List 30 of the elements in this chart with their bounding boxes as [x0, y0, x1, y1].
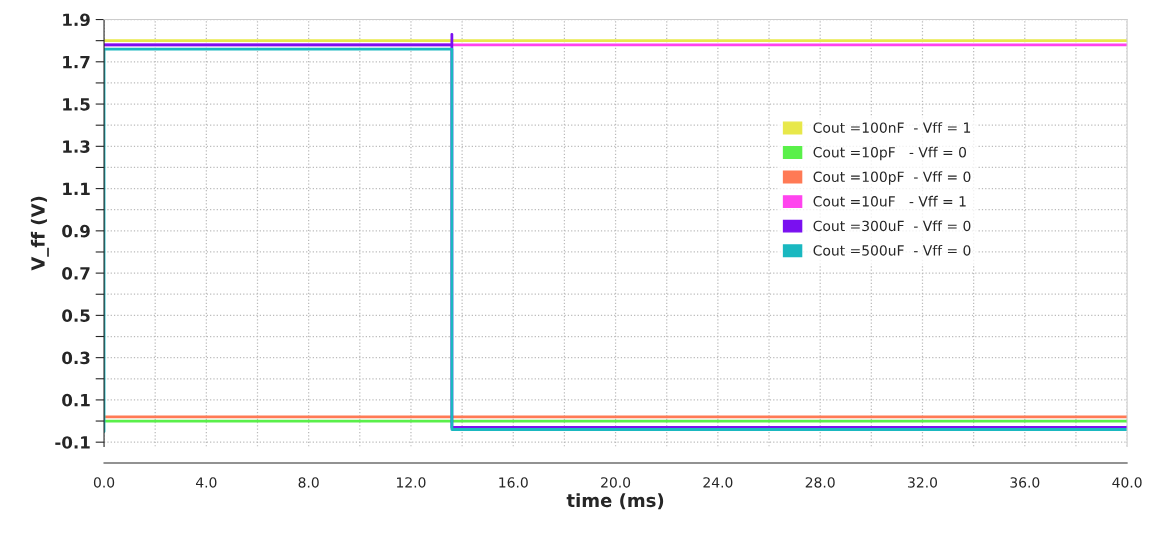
y-tick-label: -0.1 [55, 436, 90, 449]
y-tick-label: 1.9 [63, 13, 90, 27]
y-tick-label: 0.1 [62, 393, 90, 407]
y-tick-label: 1.3 [63, 140, 90, 153]
x-tick-label: 8.0 [298, 477, 319, 488]
legend-label: Cout =10pF - Vff = 0 [813, 146, 967, 161]
legend-label: Cout =100pF - Vff = 0 [813, 171, 971, 185]
y-axis-title: V_ff (V) [30, 196, 49, 271]
x-tick-label: 4.0 [195, 477, 217, 488]
y-tick-label: 1.1 [63, 182, 90, 195]
x-tick-label: 20.0 [601, 477, 631, 488]
y-tick-label: 0.3 [62, 351, 90, 365]
y-tick-label: 0.5 [62, 309, 90, 322]
x-tick-label: 12.0 [397, 477, 426, 488]
y-tick-label: 1.7 [63, 55, 90, 69]
x-tick-label: 0.0 [93, 477, 115, 488]
y-tick-label: 1.5 [63, 98, 90, 111]
legend-label: Cout =100nF - Vff = 1 [813, 122, 971, 133]
x-tick-label: 24.0 [703, 477, 733, 488]
x-tick-label: 16.0 [499, 477, 528, 488]
legend-label: Cout =10uF - Vff = 1 [813, 195, 966, 207]
x-axis-title: time (ms) [566, 493, 664, 510]
x-tick-label: 32.0 [908, 477, 938, 488]
y-tick-label: 0.9 [62, 224, 90, 238]
legend-label: Cout =500uF - Vff = 0 [813, 244, 971, 256]
legend-label: Cout =300uF - Vff = 0 [813, 220, 971, 232]
x-tick-label: 28.0 [805, 477, 835, 488]
x-tick-label: 40.0 [1112, 477, 1142, 488]
x-tick-label: 36.0 [1010, 477, 1040, 488]
y-tick-label: 0.7 [62, 267, 90, 280]
